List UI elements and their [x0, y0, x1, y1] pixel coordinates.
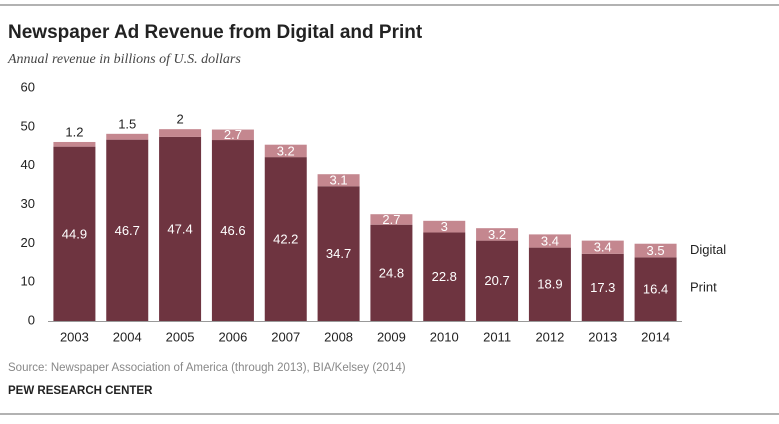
value-label: 2.7 — [224, 127, 242, 142]
bar-segment — [634, 257, 677, 321]
bar-segment — [476, 240, 519, 321]
x-tick-label: 2014 — [641, 329, 670, 344]
bar-segment — [159, 136, 202, 321]
x-tick-label: 2006 — [218, 329, 247, 344]
value-label: 17.3 — [590, 280, 615, 295]
legend-label: Digital — [690, 242, 726, 257]
bar-segment — [317, 174, 360, 187]
value-label: 2.7 — [382, 212, 400, 227]
x-tick-label: 2011 — [483, 329, 511, 344]
bar-segment — [423, 220, 466, 233]
value-label: 20.7 — [484, 273, 509, 288]
value-label: 18.9 — [537, 277, 562, 292]
bar-segment — [370, 214, 413, 225]
bar-segment — [53, 141, 96, 147]
value-label: 22.8 — [432, 269, 457, 284]
value-label: 16.4 — [643, 282, 668, 297]
value-label: 3.1 — [330, 173, 348, 188]
x-tick-label: 2004 — [113, 329, 142, 344]
x-tick-label: 2008 — [324, 329, 353, 344]
x-tick-label: 2007 — [271, 329, 300, 344]
value-label: 1.5 — [118, 116, 136, 131]
bar-segment — [423, 232, 466, 321]
bar-segment — [581, 240, 624, 254]
value-label: 3.2 — [277, 143, 295, 158]
x-tick-label: 2013 — [588, 329, 617, 344]
value-label: 2 — [176, 112, 183, 127]
bar-segment — [106, 139, 149, 321]
source-note: Source: Newspaper Association of America… — [8, 362, 406, 374]
y-tick-label: 60 — [21, 79, 35, 94]
value-label: 3.4 — [594, 240, 612, 255]
value-label: 3.4 — [541, 233, 559, 248]
value-label: 42.2 — [273, 231, 298, 246]
bar-segment — [317, 186, 360, 321]
bar-segment — [476, 228, 519, 241]
bar-segment — [264, 157, 307, 321]
y-tick-label: 10 — [21, 274, 35, 289]
x-tick-label: 2005 — [166, 329, 195, 344]
y-tick-label: 20 — [21, 235, 35, 250]
value-label: 47.4 — [167, 221, 192, 236]
value-label: 46.7 — [115, 223, 140, 238]
y-tick-label: 0 — [28, 312, 35, 327]
x-tick-label: 2003 — [60, 329, 89, 344]
bar-segment — [106, 133, 149, 140]
value-label: 1.2 — [65, 124, 83, 139]
bar-segment — [53, 146, 96, 321]
bar-segment — [370, 224, 413, 321]
bar-segment — [634, 243, 677, 258]
legend-label: Print — [690, 280, 717, 295]
value-label: 46.6 — [220, 223, 245, 238]
bar-segment — [264, 144, 307, 158]
value-label: 3.2 — [488, 227, 506, 242]
y-tick-label: 40 — [21, 157, 35, 172]
bar-segment — [211, 129, 254, 141]
bar-segment — [211, 140, 254, 321]
bar-segment — [581, 253, 624, 321]
y-tick-label: 30 — [21, 196, 35, 211]
chart-subtitle: Annual revenue in billions of U.S. dolla… — [7, 52, 241, 67]
bar-segment — [159, 129, 202, 137]
x-tick-label: 2010 — [430, 329, 459, 344]
value-label: 44.9 — [62, 226, 87, 241]
value-label: 3 — [441, 219, 448, 234]
bar-segment — [528, 247, 571, 321]
organization: PEW RESEARCH CENTER — [8, 385, 153, 397]
x-tick-label: 2009 — [377, 329, 406, 344]
bar-segment — [528, 234, 571, 248]
y-tick-label: 50 — [21, 118, 35, 133]
value-label: 3.5 — [647, 243, 665, 258]
value-label: 24.8 — [379, 265, 404, 280]
chart-title: Newspaper Ad Revenue from Digital and Pr… — [8, 22, 423, 43]
x-tick-label: 2012 — [535, 329, 564, 344]
value-label: 34.7 — [326, 246, 351, 261]
